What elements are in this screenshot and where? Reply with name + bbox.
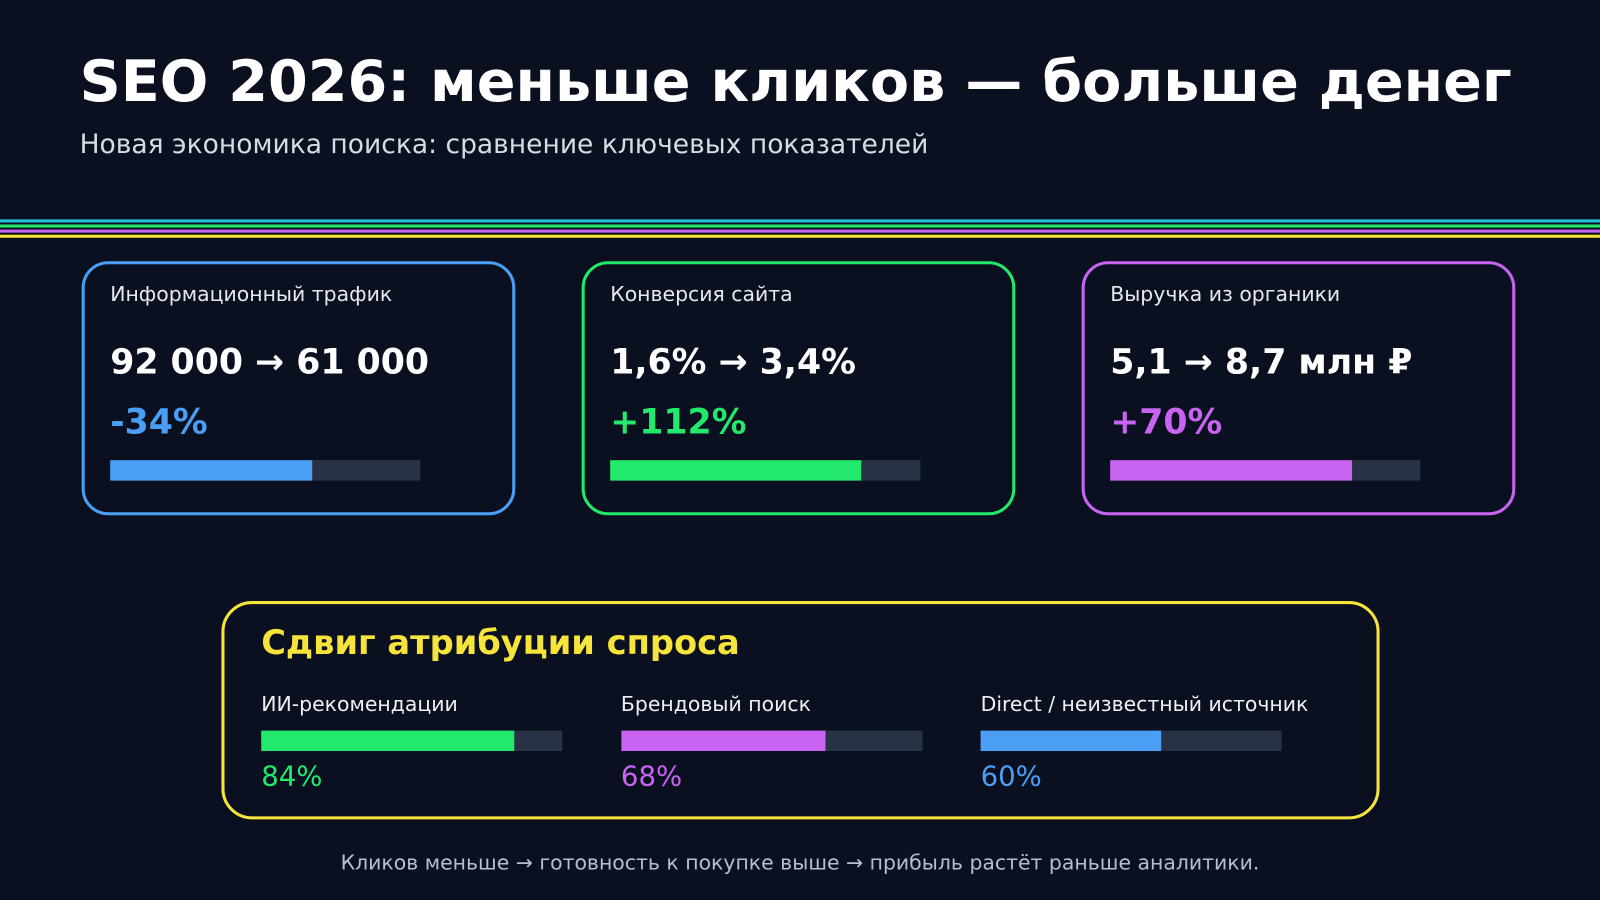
footer: Кликов меньше → готовность к покупке выш… (340, 849, 1260, 875)
stripe (0, 229, 1600, 233)
progress-track (110, 460, 421, 481)
share-bar (620, 730, 826, 752)
card-value: 92 000 → 61 000 (110, 341, 429, 383)
progress-track (1110, 460, 1421, 481)
share-track (620, 730, 922, 752)
item-label: ИИ-рекомендации (261, 691, 458, 717)
progress-bar (110, 460, 312, 481)
share-track (980, 730, 1282, 752)
stripe (0, 219, 1600, 223)
card-label: Выручка из органики (1110, 281, 1341, 307)
card-label: Информационный трафик (110, 281, 393, 307)
card-value: 1,6% → 3,4% (610, 341, 856, 383)
item-value: 68% (620, 761, 683, 793)
card-change: +70% (1110, 402, 1223, 443)
progress-bar (610, 460, 862, 481)
share-track (261, 730, 563, 752)
attribution-panel: Сдвиг атрибуции спроса ИИ-рекомендации 84… (221, 601, 1380, 820)
item-label: Брендовый поиск (620, 691, 811, 717)
item-value: 84% (261, 761, 323, 793)
card-change: +112% (610, 402, 747, 443)
progress-track (610, 460, 921, 481)
stripe (0, 224, 1600, 228)
subtitle: Новая экономика поиска: сравнение ключев… (79, 129, 929, 161)
item-label: Direct / неизвестный источник (980, 691, 1309, 717)
title: SEO 2026: меньше кликов — больше денег (79, 48, 1512, 116)
card-label: Конверсия сайта (610, 281, 793, 307)
panel-title: Сдвиг атрибуции спроса (261, 622, 740, 663)
card-change: -34% (110, 402, 208, 443)
metric-card: Информационный трафик 92 000 → 61 000 -34% (81, 261, 516, 516)
card-value: 5,1 → 8,7 млн ₽ (1110, 341, 1413, 383)
metric-card: Конверсия сайта 1,6% → 3,4% +112% (581, 261, 1016, 516)
stripe (0, 234, 1600, 238)
metric-card: Выручка из органики 5,1 → 8,7 млн ₽ +70% (1081, 261, 1516, 516)
progress-bar (1110, 460, 1353, 481)
share-bar (980, 730, 1162, 752)
item-value: 60% (980, 761, 1042, 793)
share-bar (261, 730, 515, 752)
